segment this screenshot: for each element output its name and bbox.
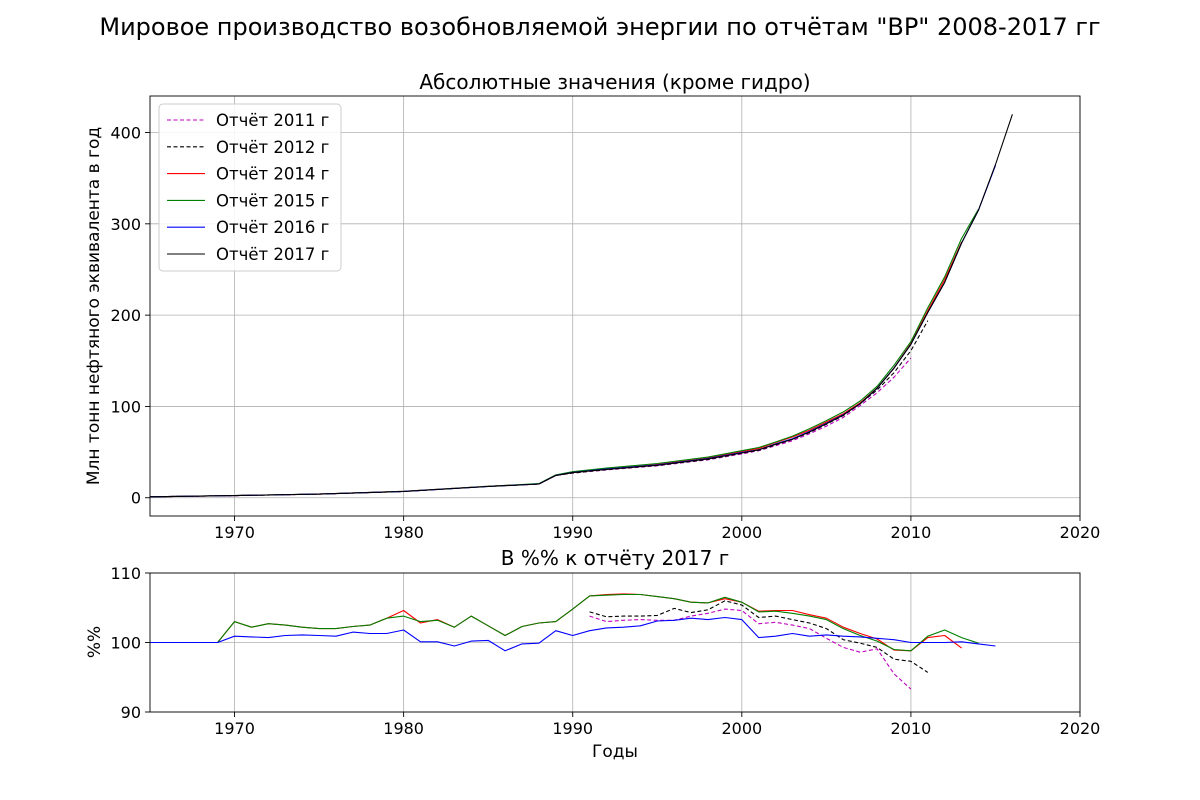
top-series-line-6 [150,114,1013,498]
top-x-tick-label: 2010 [891,523,932,542]
bottom-y-tick-label: 90 [121,703,141,722]
legend: Отчёт 2011 г Отчёт 2012 г Отчёт 2014 г Отчё… [158,103,342,272]
bottom-series-line-4 [150,593,979,652]
bottom-x-tick-label: 1980 [383,719,424,738]
bottom-x-tick-label: 1970 [214,719,255,738]
top-plot-area [150,114,1013,498]
top-x-tick-label: 2020 [1060,523,1101,542]
top-y-tick-label: 200 [110,306,141,325]
top-axes-frame [149,95,1081,517]
bottom-x-axis-label: Годы [592,742,638,762]
top-x-tick-label: 1980 [383,523,424,542]
top-y-axis-label: Млн тонн нефтяного эквивалента в год [84,127,104,485]
top-x-tick-label: 1990 [552,523,593,542]
top-ticks: 1970 1980 1990 2000 2010 2020 0 100 200 300 400 [110,124,1100,542]
top-y-tick-label: 100 [110,397,141,416]
legend-label-3: Отчёт 2014 г [216,165,329,184]
legend-label-1: Отчёт 2011 г [216,111,329,130]
top-grid [150,96,1081,516]
bottom-axes-frame [149,572,1081,713]
top-axes: 1970 1980 1990 2000 2010 2020 0 100 200 300 400 Аб… [84,70,1100,542]
top-x-tick-label: 2000 [721,523,762,542]
bottom-series-line-5 [150,616,996,652]
bottom-axes: 1970 1980 1990 2000 2010 2020 90 100 110 В %% к … [85,546,1100,762]
bottom-y-axis-label: %% [85,626,105,658]
bottom-plot-area [150,593,996,690]
bottom-y-tick-label: 110 [110,564,141,583]
bottom-x-tick-label: 1990 [552,719,593,738]
top-x-tick-label: 1970 [214,523,255,542]
top-y-tick-label: 300 [110,215,141,234]
legend-label-5: Отчёт 2016 г [216,218,329,237]
top-axes-title: Абсолютные значения (кроме гидро) [419,70,810,94]
top-y-tick-label: 400 [110,124,141,143]
top-y-tick-label: 0 [131,489,141,508]
bottom-y-tick-label: 100 [110,634,141,653]
bottom-x-tick-label: 2020 [1060,719,1101,738]
bottom-series-line-2 [589,600,929,673]
legend-label-4: Отчёт 2015 г [216,191,329,210]
legend-box [158,103,342,272]
bottom-x-tick-label: 2010 [891,719,932,738]
legend-label-6: Отчёт 2017 г [216,245,329,264]
figure-title: Мировое производство возобновляемой энер… [99,13,1100,41]
bottom-series-line-1 [589,608,912,690]
bottom-ticks: 1970 1980 1990 2000 2010 2020 90 100 110 [110,564,1100,738]
bottom-x-tick-label: 2000 [721,719,762,738]
legend-label-2: Отчёт 2012 г [216,138,329,157]
bottom-axes-title: В %% к отчёту 2017 г [501,546,730,570]
